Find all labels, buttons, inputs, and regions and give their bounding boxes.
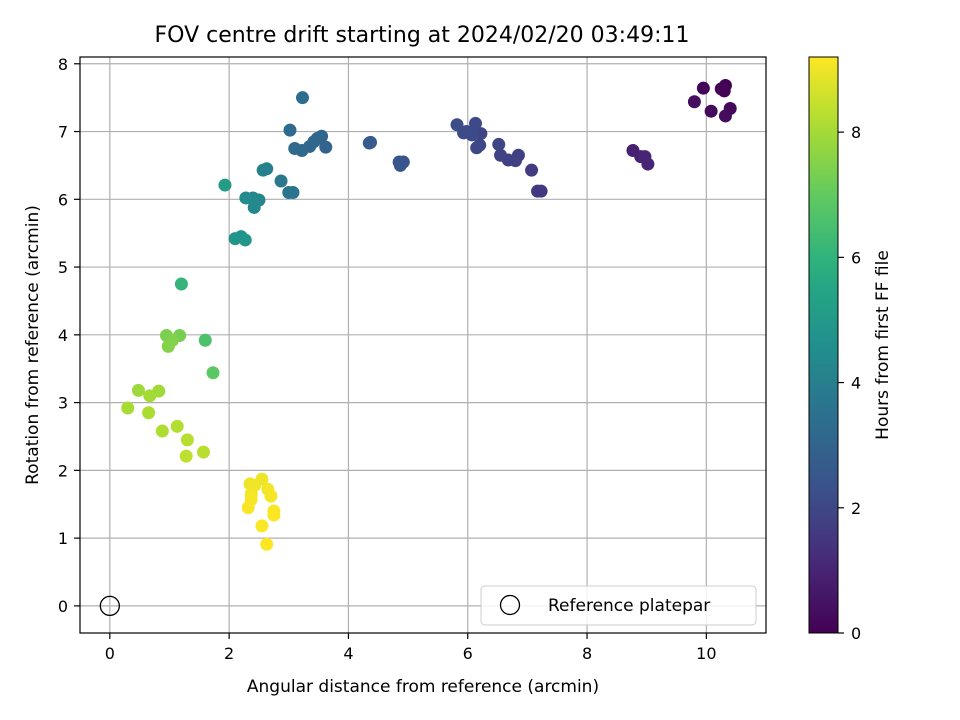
data-point	[247, 200, 261, 214]
data-point	[206, 366, 220, 380]
data-point	[179, 449, 193, 463]
y-tick-label: 4	[58, 326, 68, 345]
data-point	[256, 163, 270, 177]
data-point	[718, 109, 732, 123]
data-point	[525, 163, 539, 177]
x-tick-label: 8	[582, 644, 592, 663]
data-point	[142, 406, 156, 420]
legend-box	[480, 585, 757, 626]
x-tick-label: 6	[463, 644, 473, 663]
y-tick-label: 2	[58, 461, 68, 480]
legend: Reference platepar	[480, 585, 757, 626]
data-point	[274, 174, 288, 188]
y-tick-label: 5	[58, 258, 68, 277]
x-tick-label: 0	[105, 644, 115, 663]
legend-marker	[499, 594, 521, 616]
y-tick-label: 6	[58, 190, 68, 209]
data-point	[470, 141, 484, 155]
data-point	[492, 137, 506, 151]
x-tick-label: 10	[696, 644, 716, 663]
y-tick-label: 0	[58, 597, 68, 616]
data-point	[238, 233, 252, 247]
data-point	[641, 157, 655, 171]
y-tick-label: 1	[58, 529, 68, 548]
data-point	[241, 501, 255, 515]
data-point	[687, 95, 701, 109]
data-point	[717, 84, 731, 98]
data-point	[494, 148, 508, 162]
data-points	[121, 78, 737, 551]
data-point	[131, 383, 145, 397]
colorbar-tick-label: 2	[851, 499, 861, 518]
data-point	[170, 419, 184, 433]
data-point	[468, 116, 482, 130]
colorbar-tick-label: 6	[851, 248, 861, 267]
chart-title: FOV centre drift starting at 2024/02/20 …	[155, 23, 690, 48]
data-point	[283, 123, 297, 137]
colorbar-ticks: 0 2 4 6 8	[838, 123, 861, 643]
data-point	[143, 389, 157, 403]
data-point	[255, 519, 269, 533]
x-tick-label: 2	[224, 644, 234, 663]
data-point	[704, 104, 718, 118]
colorbar	[808, 56, 839, 634]
data-point	[319, 140, 333, 154]
y-tick-label: 8	[58, 55, 68, 74]
data-point	[196, 445, 210, 459]
data-point	[174, 277, 188, 291]
data-point	[364, 135, 378, 149]
data-point	[198, 333, 212, 347]
data-point	[161, 339, 175, 353]
data-point	[267, 508, 281, 522]
colorbar-tick-label: 8	[851, 123, 861, 142]
gridlines	[80, 57, 766, 633]
x-tick-label: 4	[343, 644, 353, 663]
y-axis-label: Rotation from reference (arcmin)	[23, 205, 43, 485]
data-point	[450, 118, 464, 132]
reference-point	[99, 595, 120, 617]
data-point	[239, 191, 253, 205]
data-point	[228, 232, 242, 246]
reference-layer	[99, 595, 120, 617]
data-point	[282, 186, 296, 200]
data-point	[218, 178, 232, 192]
legend-label: Reference platepar	[548, 596, 710, 616]
y-tick-label: 3	[58, 394, 68, 413]
data-point	[696, 81, 710, 95]
colorbar-tick-label: 4	[851, 374, 861, 393]
data-point	[260, 537, 274, 551]
colorbar-label: Hours from first FF file	[873, 250, 893, 440]
data-point	[121, 401, 135, 415]
data-point	[288, 141, 302, 155]
data-point	[180, 433, 194, 447]
data-point	[264, 489, 278, 503]
y-tick-label: 7	[58, 123, 68, 142]
plot-frame	[79, 56, 767, 634]
x-axis-label: Angular distance from reference (arcmin)	[247, 677, 599, 697]
data-point	[155, 424, 169, 438]
data-point	[393, 158, 407, 172]
data-point	[296, 91, 310, 105]
colorbar-tick-label: 0	[851, 624, 861, 643]
data-point	[534, 184, 548, 198]
axis-ticks: 0 2 4 6 8 10 0 1 2 3 4 5 6 7 8	[58, 55, 717, 663]
